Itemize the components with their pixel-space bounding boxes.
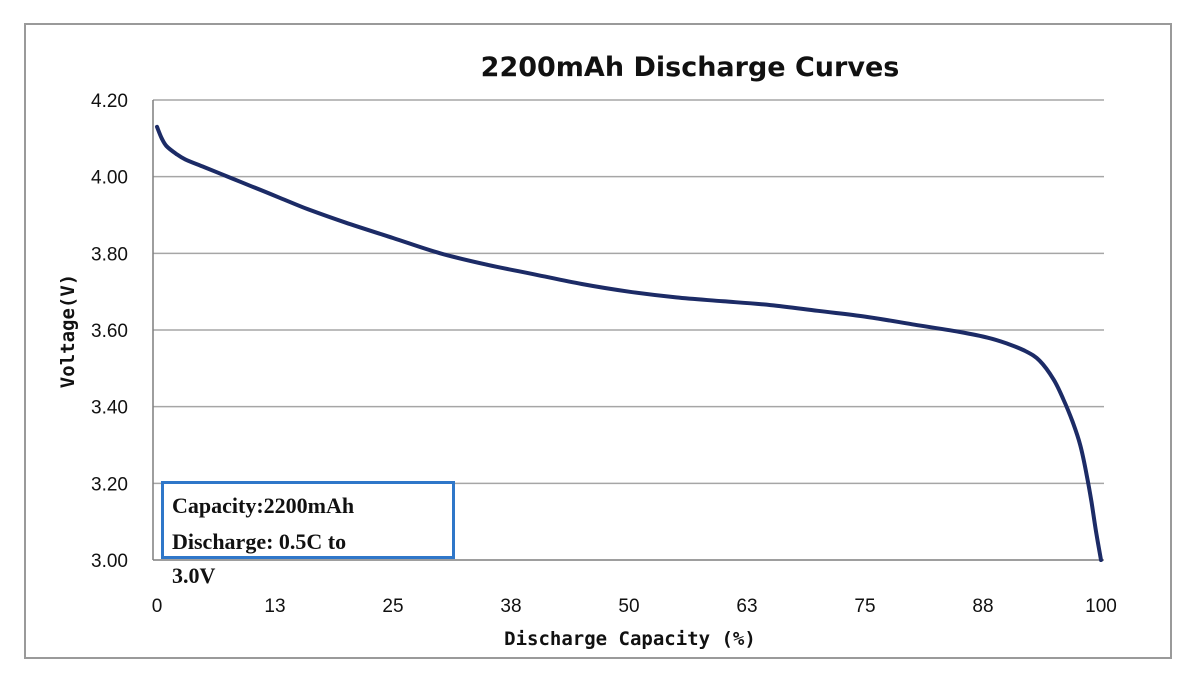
x-tick-label: 25: [382, 596, 403, 617]
annotation-capacity: Capacity:2200mAh: [172, 493, 355, 518]
x-tick-label: 63: [736, 596, 757, 617]
y-tick-label: 3.00: [91, 551, 128, 572]
x-tick-label: 100: [1085, 596, 1117, 617]
y-tick-label: 3.80: [91, 244, 128, 265]
x-tick-label: 0: [152, 596, 163, 617]
x-tick-labels: 0 13 25 38 50 63 75 88 100: [152, 596, 1117, 617]
y-tick-label: 3.20: [91, 474, 128, 495]
y-tick-label: 4.00: [91, 168, 128, 189]
annotation-box: [161, 481, 455, 559]
y-tick-labels: 3.00 3.20 3.40 3.60 3.80 4.00 4.20: [91, 91, 128, 572]
annotation-cutoff: 3.0V: [172, 563, 216, 588]
y-axis-label: Voltage(V): [57, 274, 79, 388]
y-tick-label: 3.60: [91, 321, 128, 342]
y-tick-label: 3.40: [91, 398, 128, 419]
x-axis-label: Discharge Capacity (%): [504, 628, 756, 650]
x-tick-label: 50: [618, 596, 639, 617]
x-tick-label: 75: [854, 596, 875, 617]
y-tick-label: 4.20: [91, 91, 128, 112]
x-tick-label: 13: [264, 596, 285, 617]
annotation-discharge: Discharge: 0.5C to: [172, 529, 347, 554]
chart-title: 2200mAh Discharge Curves: [481, 52, 900, 83]
x-tick-label: 88: [972, 596, 993, 617]
discharge-curve: [155, 124, 1103, 562]
x-tick-label: 38: [500, 596, 521, 617]
